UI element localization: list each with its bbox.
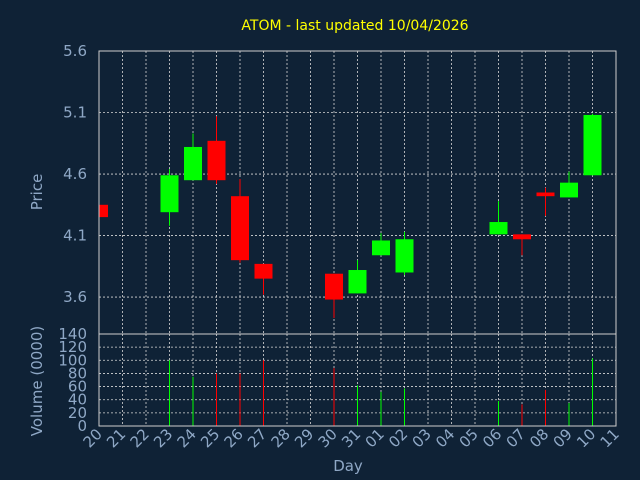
x-tick-label: 31 — [338, 425, 364, 451]
x-tick-label: 07 — [503, 425, 529, 451]
candle-body — [348, 270, 367, 294]
volume-tick-label: 80 — [68, 364, 87, 382]
x-tick-label: 28 — [268, 425, 294, 451]
candle-body — [231, 196, 249, 261]
x-tick-label: 29 — [291, 425, 317, 451]
volume-tick-label: 0 — [77, 417, 87, 435]
x-tick-label: 06 — [479, 425, 505, 451]
price-axis-label: Price — [28, 174, 46, 211]
candle-body — [513, 234, 531, 240]
volume-axis-label: Volume (0000) — [28, 326, 46, 436]
x-tick-label: 10 — [573, 425, 599, 451]
x-tick-label: 21 — [103, 425, 129, 451]
price-tick-label: 4.6 — [63, 165, 87, 183]
x-tick-label: 05 — [456, 425, 482, 451]
x-tick-label: 30 — [315, 425, 341, 451]
candle-body — [254, 263, 273, 279]
candle-body — [395, 239, 414, 273]
x-tick-label: 22 — [127, 425, 153, 451]
candle-body — [325, 273, 343, 300]
candle-body — [560, 182, 578, 198]
volume-tick-label: 100 — [58, 351, 87, 369]
price-tick-label: 3.6 — [63, 288, 87, 306]
x-tick-label: 11 — [597, 425, 623, 451]
x-tick-label: 27 — [244, 425, 270, 451]
price-tick-label: 5.1 — [63, 104, 87, 122]
x-tick-label: 23 — [150, 425, 176, 451]
volume-tick-label: 40 — [68, 391, 87, 409]
x-tick-label: 26 — [221, 425, 247, 451]
candle-body — [372, 240, 390, 256]
x-tick-label: 09 — [550, 425, 576, 451]
candle-body — [583, 114, 602, 176]
x-tick-label: 03 — [409, 425, 435, 451]
price-tick-label: 5.6 — [63, 42, 87, 60]
x-tick-labels: 2021222324252627282930310102030405060708… — [80, 425, 623, 451]
candle-body — [184, 146, 202, 181]
price-tick-label: 4.1 — [63, 227, 87, 245]
volume-frame — [98, 333, 617, 427]
chart-title: ATOM - last updated 10/04/2026 — [241, 18, 468, 34]
x-tick-label: 24 — [174, 425, 200, 451]
x-tick-label: 08 — [526, 425, 552, 451]
x-tick-label: 02 — [385, 425, 411, 451]
volume-tick-label: 60 — [68, 378, 87, 396]
volume-tick-label: 20 — [68, 404, 87, 422]
x-tick-label: 25 — [197, 425, 223, 451]
candle-body — [160, 175, 179, 213]
candle-body — [99, 204, 108, 218]
x-axis-label: Day — [333, 457, 363, 475]
volume-tick-label: 140 — [58, 325, 87, 343]
x-tick-label: 01 — [362, 425, 388, 451]
candle-body — [489, 222, 508, 235]
x-tick-label: 04 — [432, 425, 458, 451]
candle-body — [207, 140, 226, 181]
price-panel: 5.6 5.1 4.6 4.1 3.6 — [63, 42, 617, 335]
candle-body — [536, 192, 555, 197]
volume-tick-label: 120 — [58, 338, 87, 356]
